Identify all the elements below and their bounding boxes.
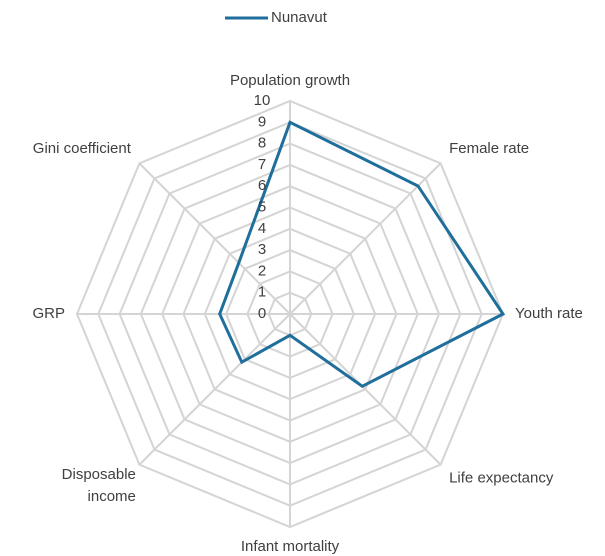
r-tick-label: 0	[258, 305, 266, 322]
axis-label: Infant mortality	[241, 538, 340, 555]
r-tick-label: 4	[258, 220, 266, 237]
r-tick-label: 8	[258, 135, 266, 152]
r-tick-label: 2	[258, 262, 266, 279]
spoke	[138, 162, 291, 315]
spoke	[289, 313, 442, 466]
axis-label: GRP	[32, 305, 65, 322]
axis-label: Female rate	[449, 140, 529, 157]
r-tick-label: 3	[258, 241, 266, 258]
spoke	[289, 162, 442, 315]
r-tick-label: 7	[258, 156, 266, 173]
series-line	[218, 120, 506, 389]
r-tick-label: 9	[258, 113, 266, 130]
r-tick-label: 1	[258, 284, 266, 301]
legend-label: Nunavut	[271, 9, 328, 26]
axis-label: Youth rate	[515, 305, 583, 322]
r-tick-label: 10	[254, 92, 271, 109]
axis-label: Population growth	[230, 72, 350, 89]
r-tick-label: 6	[258, 177, 266, 194]
axis-label: Life expectancy	[449, 470, 554, 487]
spoke	[138, 313, 291, 466]
axis-label: Disposable income	[62, 466, 136, 505]
axis-label: Gini coefficient	[33, 140, 132, 157]
r-tick-label: 5	[258, 198, 266, 215]
